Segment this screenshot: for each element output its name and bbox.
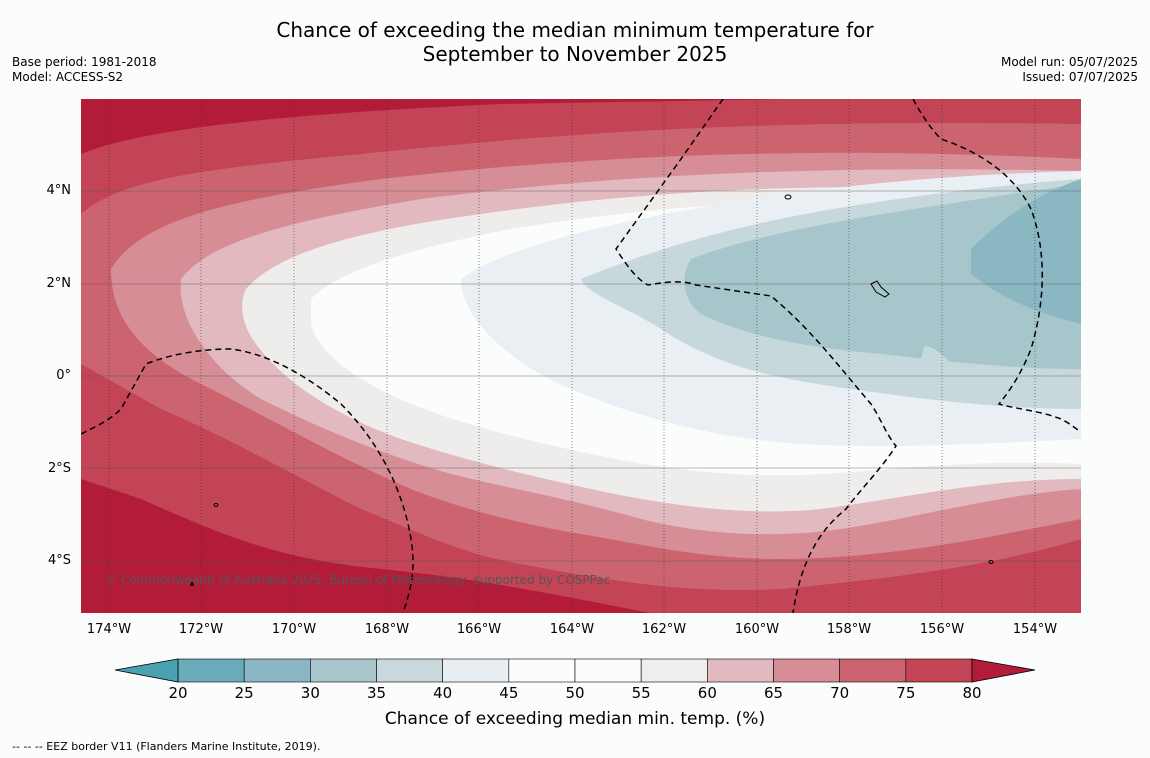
- colorbar-tick-label: 30: [300, 684, 320, 702]
- lon-label-166w: 166°W: [456, 622, 502, 637]
- lon-label-162w: 162°W: [641, 622, 687, 637]
- colorbar-low-extend: [114, 658, 179, 683]
- lon-label-168w: 168°W: [364, 622, 410, 637]
- chart-title: Chance of exceeding the median minimum t…: [0, 18, 1150, 66]
- model-text: Model: ACCESS-S2: [12, 70, 124, 84]
- colorbar-segment: [177, 658, 245, 683]
- lon-label-156w: 156°W: [919, 622, 965, 637]
- colorbar-segment: [773, 658, 840, 683]
- meta-right: Model run: 05/07/2025 Issued: 07/07/2025: [1001, 55, 1138, 85]
- colorbar-tick-label: 45: [499, 684, 519, 702]
- meta-left: Base period: 1981-2018 Model: ACCESS-S2: [12, 55, 157, 85]
- colorbar-segment: [243, 658, 311, 683]
- colorbar-title: Chance of exceeding median min. temp. (%…: [384, 709, 766, 729]
- probability-map: © Commonwealth of Australia 2025, Bureau…: [81, 99, 1081, 613]
- colorbar-tick-label: 65: [763, 684, 784, 702]
- band-25: [971, 179, 1081, 324]
- issued-text: Issued: 07/07/2025: [1022, 70, 1138, 84]
- colorbar-segments: [177, 658, 973, 683]
- model-run-text: Model run: 05/07/2025: [1000, 55, 1138, 69]
- lat-label-0: 0°: [56, 368, 71, 383]
- colorbar-tick-label: 55: [631, 684, 651, 702]
- lon-label-158w: 158°W: [826, 622, 872, 637]
- colorbar: [114, 658, 1036, 683]
- colorbar-segment: [310, 658, 377, 683]
- colorbar-tick-label: 20: [168, 684, 188, 702]
- colorbar-segment: [508, 658, 576, 683]
- lon-label-164w: 164°W: [549, 622, 595, 637]
- colorbar-segment: [839, 658, 907, 683]
- colorbar-tick-label: 35: [366, 684, 387, 702]
- band-30: [684, 184, 1081, 369]
- title-line-2: September to November 2025: [422, 42, 728, 66]
- lat-label-4s: 4°S: [47, 553, 71, 568]
- lat-label-4n: 4°N: [46, 183, 72, 198]
- colorbar-tick-label: 75: [896, 684, 916, 702]
- colorbar-segment: [574, 658, 642, 683]
- eez-footnote: -- -- -- EEZ border V11 (Flanders Marine…: [12, 740, 321, 753]
- lat-label-2n: 2°N: [46, 276, 72, 291]
- lon-label-170w: 170°W: [271, 622, 317, 637]
- islands: [190, 194, 994, 586]
- colorbar-segment: [707, 658, 774, 683]
- eez-borders: [81, 99, 1081, 613]
- graticule: [81, 190, 1081, 562]
- lon-label-172w: 172°W: [178, 622, 224, 637]
- title-line-1: Chance of exceeding the median minimum t…: [276, 18, 874, 42]
- colorbar-tick-label: 25: [234, 684, 254, 702]
- lat-label-2s: 2°S: [47, 461, 71, 476]
- colorbar-tick-label: 70: [830, 684, 850, 702]
- colorbar-tick-label: 60: [697, 684, 717, 702]
- colorbar-segment: [640, 658, 708, 683]
- colorbar-tick-label: 80: [962, 684, 982, 702]
- copyright-text: © Commonwealth of Australia 2025, Bureau…: [105, 573, 610, 587]
- colorbar-high-extend: [971, 658, 1036, 683]
- island-patch: [921, 346, 949, 368]
- colorbar-tick-label: 40: [433, 684, 453, 702]
- colorbar-segment: [905, 658, 973, 683]
- colorbar-tick-label: 50: [565, 684, 585, 702]
- colorbar-segment: [376, 658, 443, 683]
- lon-label-160w: 160°W: [734, 622, 780, 637]
- lon-label-174w: 174°W: [86, 622, 132, 637]
- lon-label-154w: 154°W: [1012, 622, 1058, 637]
- colorbar-segment: [442, 658, 510, 683]
- base-period-text: Base period: 1981-2018: [12, 55, 157, 69]
